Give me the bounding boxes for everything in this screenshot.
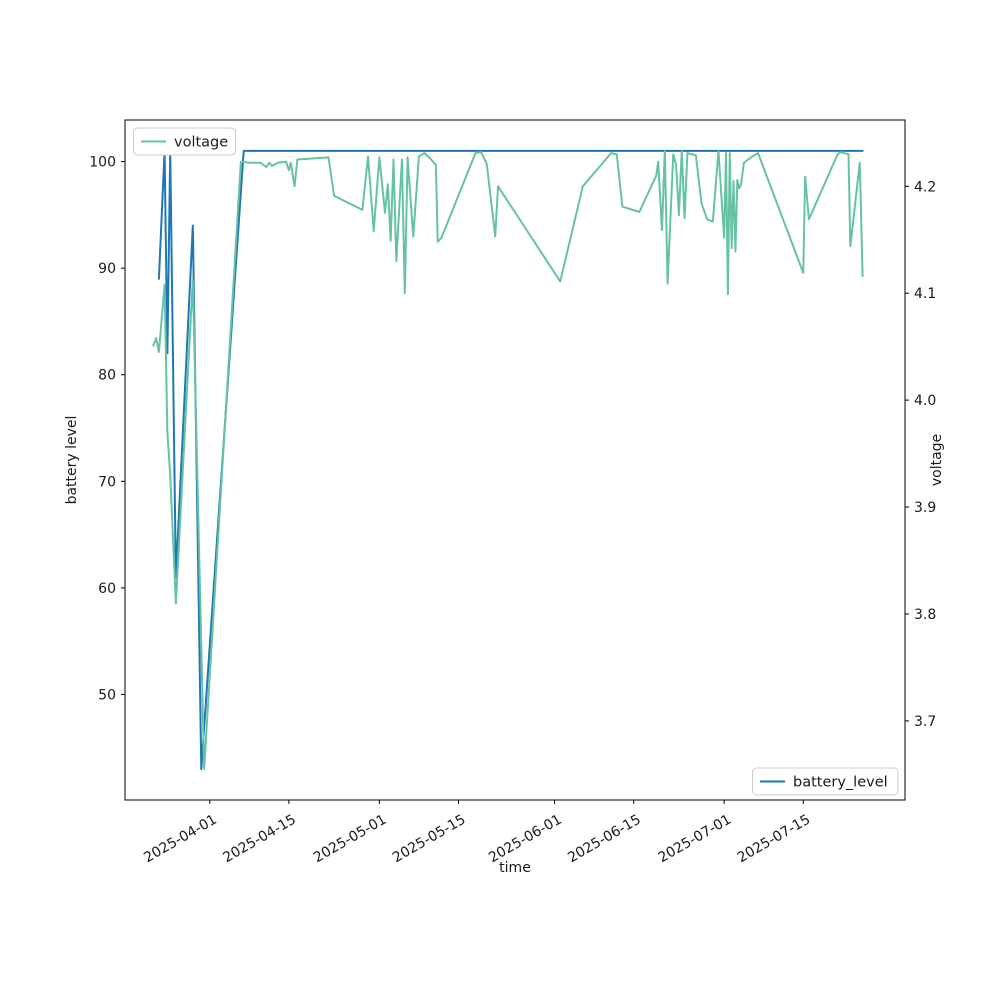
plot-area-frame <box>124 119 906 801</box>
x-tick-label: 2025-06-01 <box>486 812 564 867</box>
y-left-tick-label: 50 <box>98 687 116 703</box>
y-right-tick-label: 4.1 <box>914 286 936 302</box>
x-tick-label: 2025-07-01 <box>656 812 734 867</box>
y-left-tick-label: 100 <box>89 155 116 171</box>
legend-voltage[interactable]: voltage <box>133 127 236 156</box>
series-line-voltage <box>152 150 864 770</box>
x-tick-label: 2025-05-15 <box>390 812 468 867</box>
axis-ticks: 2025-04-01 2025-04-15 2025-05-01 2025-05-15… <box>89 155 936 867</box>
y-axis-label-right: voltage <box>929 434 945 486</box>
legend-voltage-label: voltage <box>174 135 228 151</box>
y-right-tick-label: 3.8 <box>914 607 936 623</box>
y-left-tick-label: 90 <box>98 261 116 277</box>
series-lines <box>152 149 864 771</box>
series-line-battery_level <box>157 149 864 771</box>
y-left-tick-label: 70 <box>98 474 116 490</box>
y-right-tick-label: 4.2 <box>914 179 936 195</box>
legend-battery-level[interactable]: battery_level <box>752 767 899 796</box>
y-right-tick-label: 3.7 <box>914 714 936 730</box>
x-tick-label: 2025-04-15 <box>220 812 298 867</box>
x-tick-label: 2025-07-15 <box>735 812 813 867</box>
y-left-tick-label: 60 <box>98 581 116 597</box>
x-axis-label: time <box>499 860 531 876</box>
y-axis-label-left: battery level <box>64 416 80 505</box>
y-right-tick-label: 4.0 <box>914 393 936 409</box>
legend-battery-level-label: battery_level <box>793 775 888 791</box>
y-right-tick-label: 3.9 <box>914 500 936 516</box>
x-tick-label: 2025-05-01 <box>311 812 389 867</box>
legend-voltage-box <box>133 127 236 156</box>
x-tick-label: 2025-04-01 <box>141 812 219 867</box>
legend-battery-level-box <box>752 767 899 796</box>
x-tick-label: 2025-06-15 <box>565 812 643 867</box>
y-left-tick-label: 80 <box>98 368 116 384</box>
